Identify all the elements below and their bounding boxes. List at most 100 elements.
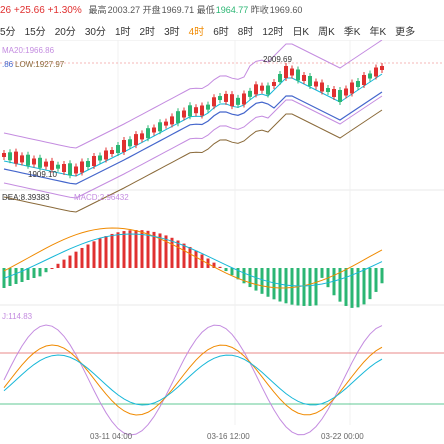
- macd-bar-36: [218, 266, 222, 268]
- macd-bar-30: [182, 243, 186, 268]
- macd-bar-28: [170, 237, 174, 268]
- timeframe-tab-0[interactable]: 5分: [0, 27, 16, 38]
- macd-bar-9: [56, 263, 60, 268]
- candle-body-6: [38, 157, 42, 168]
- j-indicator: J:114.83: [2, 312, 33, 321]
- macd-bar-4: [26, 268, 30, 280]
- low-mark-label: 1909.10: [28, 170, 57, 179]
- timeframe-tab-13[interactable]: 季K: [343, 27, 361, 38]
- macd-bar-38: [230, 268, 234, 276]
- prev-close-label: 昨收: [250, 5, 269, 15]
- candle-body-22: [134, 134, 138, 146]
- macd-bar-46: [278, 268, 282, 302]
- timeframe-tab-2[interactable]: 20分: [54, 27, 76, 38]
- candle-body-0: [2, 153, 6, 157]
- candle-body-1: [8, 152, 12, 161]
- candle-body-56: [338, 90, 342, 102]
- timeframe-tab-14[interactable]: 年K: [369, 27, 387, 38]
- timeframe-tab-9[interactable]: 8时: [237, 27, 254, 38]
- macd-bar-15: [92, 241, 96, 268]
- candle-body-28: [170, 116, 174, 125]
- macd-bar-57: [344, 268, 348, 306]
- low-value: 1964.77: [215, 5, 249, 15]
- candle-body-37: [224, 93, 228, 102]
- candle-body-25: [152, 127, 156, 133]
- macd-bar-56: [338, 268, 342, 302]
- candle-body-60: [362, 75, 366, 85]
- candle-body-62: [374, 67, 378, 77]
- macd-bar-44: [266, 268, 270, 297]
- macd-bar-13: [80, 247, 84, 268]
- timeframe-tab-1[interactable]: 15分: [24, 27, 46, 38]
- candle-body-42: [254, 84, 258, 95]
- macd-bar-62: [374, 268, 378, 292]
- ma-mid-line: [3, 91, 383, 185]
- macd-bar-58: [350, 268, 354, 308]
- last-price: 26: [0, 5, 12, 16]
- macd-bar-16: [98, 238, 102, 268]
- candle-body-41: [248, 90, 252, 97]
- boll-upper-line: [3, 40, 383, 149]
- candle-body-30: [182, 110, 186, 118]
- ma20-indicator: MA20:1966.86: [2, 46, 55, 55]
- macd-bar-26: [158, 233, 162, 268]
- macd-bar-63: [380, 268, 384, 284]
- timeframe-tab-10[interactable]: 12时: [262, 27, 284, 38]
- low-indicator: LOW:1927.97: [15, 60, 65, 69]
- ma-tail-indicator: .86: [2, 60, 14, 69]
- timeframe-tab-11[interactable]: 日K: [292, 27, 310, 38]
- macd-bar-53: [320, 268, 324, 278]
- candle-body-43: [260, 85, 264, 91]
- macd-bar-39: [236, 268, 240, 280]
- timeframe-tab-4[interactable]: 1时: [114, 27, 131, 38]
- timeframe-tab-3[interactable]: 30分: [84, 27, 106, 38]
- low-label: 最低: [196, 5, 215, 15]
- candle-body-9: [56, 164, 60, 169]
- candle-body-21: [128, 139, 132, 147]
- candle-body-26: [158, 122, 162, 132]
- macd-bar-18: [110, 233, 114, 268]
- timeframe-tab-12[interactable]: 周K: [318, 27, 335, 38]
- macd-bar-33: [200, 254, 204, 268]
- macd-bar-47: [284, 268, 288, 304]
- macd-bar-24: [146, 230, 150, 268]
- candle-body-38: [230, 94, 234, 107]
- macd-bar-3: [20, 268, 24, 282]
- macd-bar-10: [62, 259, 66, 268]
- candle-body-3: [20, 155, 24, 163]
- high-mark-label: 2009.69: [263, 55, 292, 64]
- candle-body-24: [146, 128, 150, 139]
- candle-body-34: [206, 104, 210, 110]
- timeframe-tab-7[interactable]: 4时: [188, 27, 205, 38]
- candle-body-54: [326, 88, 330, 92]
- candle-body-46: [278, 74, 282, 82]
- macd-bar-12: [74, 251, 78, 268]
- time-label-3: 03-22 00:00: [321, 432, 364, 441]
- macd-bar-1: [8, 268, 12, 286]
- candle-body-51: [308, 76, 312, 86]
- candle-body-48: [290, 68, 294, 76]
- dea-line: [3, 233, 383, 287]
- macd-bar-52: [314, 268, 318, 306]
- candle-body-52: [314, 81, 318, 87]
- macd-bar-17: [104, 236, 108, 268]
- candle-body-35: [212, 97, 216, 107]
- timeframe-tab-15[interactable]: 更多: [395, 27, 416, 38]
- candle-body-12: [74, 166, 78, 174]
- candle-body-47: [284, 66, 288, 78]
- candle-body-33: [200, 105, 204, 116]
- timeframe-tabs: 5分 15分 20分 30分 1时 2时 3时 4时 6时 8时 12时 日K 周K 季K 年K 更多: [0, 23, 424, 38]
- candle-body-63: [380, 66, 384, 70]
- timeframe-tab-8[interactable]: 6时: [213, 27, 229, 38]
- timeframe-tab-5[interactable]: 2时: [139, 27, 156, 38]
- candle-body-49: [296, 69, 300, 81]
- change-value: +25.66: [13, 5, 45, 16]
- kline-chart[interactable]: [0, 40, 444, 444]
- timeframe-tab-6[interactable]: 3时: [164, 27, 180, 38]
- prev-close-value: 1969.60: [269, 5, 303, 15]
- candle-body-50: [302, 75, 306, 81]
- macd-bar-41: [248, 268, 252, 288]
- macd-bar-60: [362, 268, 366, 305]
- candle-body-57: [344, 88, 348, 96]
- macd-bar-45: [272, 268, 276, 300]
